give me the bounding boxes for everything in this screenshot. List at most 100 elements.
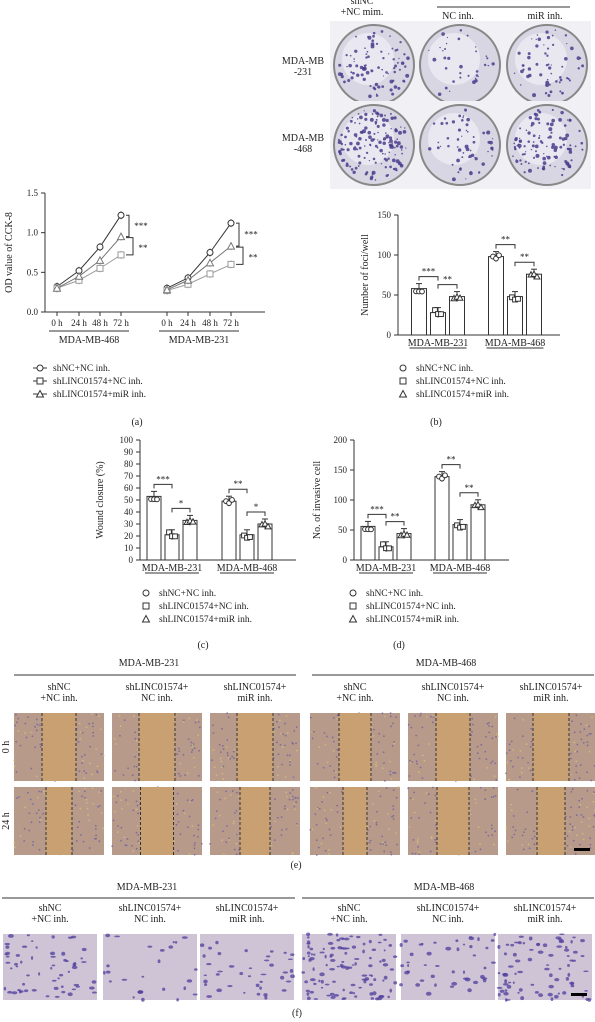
series-line <box>56 236 122 289</box>
y-axis-label: OD value of CCK-8 <box>4 212 15 293</box>
cell-speck <box>416 840 419 842</box>
well-highlight <box>342 33 394 85</box>
square-marker <box>438 311 444 318</box>
cell-speck <box>569 757 572 760</box>
colony-dot <box>376 146 379 149</box>
cell-speck <box>320 842 323 845</box>
colony-dot <box>515 159 518 161</box>
cell-speck <box>520 767 523 770</box>
colony-dot <box>554 29 557 31</box>
cell-speck <box>330 808 333 811</box>
cell-speck <box>531 790 534 793</box>
invasive-cell <box>106 964 110 968</box>
cell-speck <box>23 840 26 842</box>
colony-dot <box>359 65 364 70</box>
invasive-cell <box>172 940 175 944</box>
colony-dot <box>515 159 519 163</box>
cell-speck <box>31 735 34 738</box>
cell-speck <box>289 760 291 763</box>
cell-speck <box>419 766 422 769</box>
well-plate <box>333 104 415 186</box>
cell-speck <box>564 815 567 818</box>
colony-dot <box>380 30 384 33</box>
cell-speck <box>585 724 588 727</box>
colony-well <box>416 21 504 109</box>
colony-dot <box>521 153 524 156</box>
cell-speck <box>32 844 34 847</box>
invasive-cell <box>493 932 497 936</box>
sig-label: ** <box>139 243 149 253</box>
cell-speck <box>428 743 430 745</box>
legend-item: shNC+NC inh. <box>366 589 423 599</box>
cell-speck <box>115 801 118 804</box>
colony-dot <box>551 145 555 149</box>
colony-dot <box>554 165 556 168</box>
cell-speck <box>529 745 532 748</box>
sig-label: ** <box>465 483 475 493</box>
colony-dot <box>532 93 537 98</box>
y-tick-label: 200 <box>334 435 348 445</box>
colony-dot <box>344 143 347 146</box>
cell-speck <box>582 838 585 841</box>
colony-dot <box>561 91 564 95</box>
cell-speck <box>530 740 533 743</box>
cell-speck <box>389 770 392 773</box>
column-label: shLINC01574+ miR inh. <box>224 682 287 704</box>
cell-speck <box>137 834 139 836</box>
cell-speck <box>588 817 590 820</box>
cell-speck <box>333 776 336 779</box>
colony-dot <box>465 123 469 127</box>
cell-speck <box>284 734 287 737</box>
cell-speck <box>579 723 582 725</box>
text-line: shLINC01574+ <box>417 903 480 914</box>
cell-speck <box>333 770 336 772</box>
cell-speck <box>37 796 39 799</box>
invasive-cell <box>105 933 111 938</box>
cell-speck <box>586 741 589 744</box>
cell-speck <box>125 844 128 847</box>
bar <box>182 519 198 561</box>
invasive-cell <box>31 988 37 992</box>
colony-dot <box>519 140 521 142</box>
cell-speck <box>390 853 393 856</box>
series-line <box>56 214 122 288</box>
invasive-cell <box>215 973 220 976</box>
cell-speck <box>390 725 392 728</box>
cell-speck <box>523 831 525 834</box>
colony-dot <box>385 71 388 74</box>
cell-speck <box>505 827 508 829</box>
colony-dot <box>389 165 392 169</box>
cell-speck <box>379 842 382 845</box>
colony-dot <box>376 94 379 97</box>
cell-speck <box>126 838 129 840</box>
colony-dot <box>394 146 396 149</box>
colony-dot <box>513 142 516 145</box>
cell-speck <box>323 809 326 812</box>
colony-dot <box>366 50 369 53</box>
invasive-cell <box>15 965 19 968</box>
colony-dot <box>381 117 386 122</box>
colony-dot <box>363 156 366 159</box>
invasive-cell <box>496 986 503 989</box>
invasive-cell <box>504 989 508 992</box>
cell-speck <box>385 787 388 789</box>
colony-dot <box>551 143 556 147</box>
invasive-cell <box>5 945 10 949</box>
invasive-cell <box>283 951 287 954</box>
cell-speck <box>586 734 589 737</box>
category-label: MDA-MB-468 <box>217 563 278 574</box>
y-tick-label: 100 <box>334 495 348 505</box>
cell-speck <box>276 774 279 777</box>
invasive-cell <box>91 980 97 984</box>
cell-speck <box>220 766 223 769</box>
cell-speck <box>430 837 433 840</box>
y-tick-label: 150 <box>378 210 392 220</box>
colony-dot <box>377 112 380 115</box>
cell-speck <box>432 714 435 717</box>
cell-speck <box>229 757 232 760</box>
invasive-cell <box>349 991 354 994</box>
cell-speck <box>411 852 414 855</box>
cell-speck <box>383 850 386 853</box>
colony-dot <box>364 112 368 117</box>
cell-speck <box>490 824 493 827</box>
